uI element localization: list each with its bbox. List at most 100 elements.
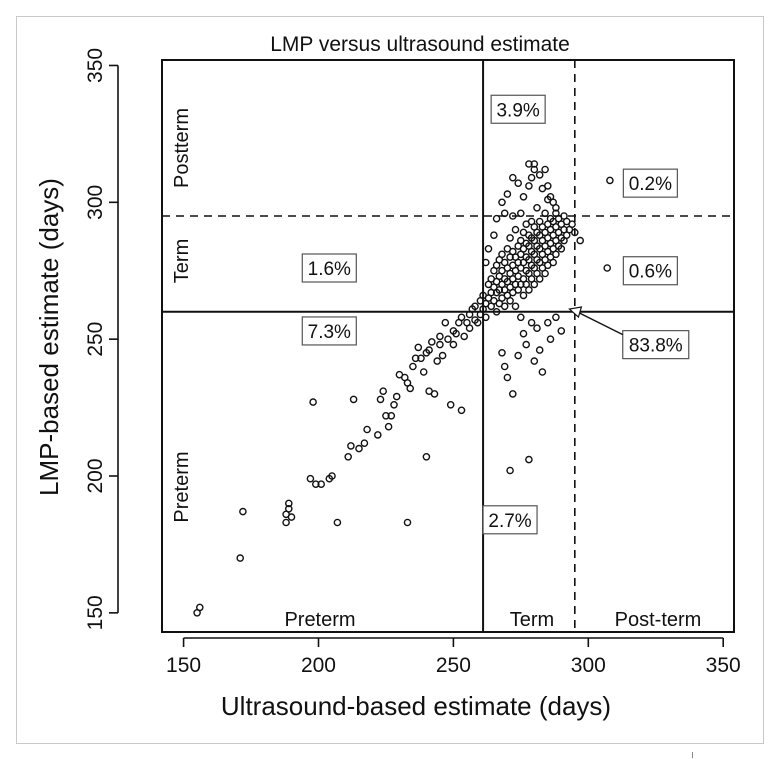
- data-point: [500, 362, 509, 371]
- data-point: [508, 173, 517, 182]
- percent-box: [301, 253, 357, 283]
- data-point: [576, 236, 585, 245]
- x-tick-label: 350: [706, 654, 741, 677]
- data-point: [519, 291, 528, 300]
- data-point: [460, 332, 469, 341]
- data-point: [498, 250, 506, 259]
- data-point: [390, 400, 398, 409]
- data-point: [449, 340, 458, 349]
- data-point: [311, 480, 320, 489]
- data-point: [519, 329, 528, 338]
- data-point: [552, 313, 560, 322]
- data-point: [508, 390, 517, 398]
- data-point: [284, 504, 293, 513]
- data-point: [436, 332, 444, 341]
- data-point: [425, 346, 433, 354]
- data-point: [500, 302, 509, 311]
- data-point: [557, 327, 566, 335]
- data-point: [484, 244, 493, 253]
- data-point: [403, 518, 412, 527]
- data-point: [525, 286, 533, 294]
- data-point: [471, 302, 479, 311]
- y-region-label-term: Term: [171, 239, 193, 283]
- data-point: [363, 425, 371, 434]
- data-point: [236, 554, 244, 562]
- data-point: [519, 192, 528, 201]
- data-point: [490, 231, 498, 239]
- data-point: [506, 234, 514, 242]
- data-point: [541, 165, 549, 174]
- data-point: [525, 160, 533, 168]
- data-point: [517, 209, 525, 218]
- percent-label: 2.7%: [488, 511, 531, 532]
- percent-boxes: 3.9% 0.2% 1.6% 0.6% 7.3% 83.8% 2.7%: [301, 94, 690, 535]
- data-point: [498, 348, 506, 357]
- data-point: [427, 338, 436, 346]
- data-point: [527, 173, 536, 182]
- data-point: [546, 335, 555, 344]
- data-point: [306, 474, 315, 483]
- data-point: [603, 264, 612, 272]
- data-point: [527, 318, 536, 327]
- data-point: [317, 480, 326, 489]
- data-point: [384, 422, 393, 431]
- percent-box: [622, 256, 678, 286]
- y-tick-label: 150: [84, 595, 107, 630]
- x-region-label-term: Term: [510, 609, 554, 631]
- data-point: [535, 171, 544, 179]
- percent-label: 3.9%: [496, 100, 539, 121]
- data-point: [538, 368, 547, 376]
- data-point: [514, 179, 523, 187]
- percent-label: 0.6%: [629, 262, 672, 283]
- data-point: [473, 318, 482, 327]
- data-point: [347, 442, 355, 450]
- data-point: [195, 603, 204, 612]
- data-point: [373, 431, 382, 439]
- threshold-lines: [162, 60, 734, 632]
- x-tick-label: 250: [436, 654, 471, 677]
- data-point: [544, 318, 552, 327]
- data-point: [465, 324, 474, 333]
- data-point: [422, 452, 431, 461]
- data-point: [533, 324, 541, 333]
- data-point: [414, 343, 423, 352]
- data-point: [530, 165, 539, 174]
- data-point: [376, 395, 385, 404]
- data-point: [328, 472, 336, 480]
- data-point: [355, 444, 363, 453]
- y-region-label-preterm: Preterm: [171, 451, 193, 522]
- data-point: [284, 499, 293, 508]
- percent-box: [490, 94, 546, 124]
- data-point: [430, 390, 439, 398]
- data-point: [436, 340, 444, 349]
- data-point: [419, 368, 428, 376]
- data-point: [387, 411, 396, 420]
- arrow-head: [568, 306, 583, 319]
- y-tick-label: 200: [84, 458, 107, 493]
- data-point: [392, 392, 401, 401]
- data-point: [535, 346, 544, 354]
- data-point: [511, 302, 520, 311]
- data-point: [522, 340, 531, 349]
- data-point: [438, 351, 447, 360]
- data-point: [411, 354, 420, 363]
- y-tick-label: 300: [84, 185, 107, 220]
- data-point: [349, 395, 358, 404]
- data-point: [541, 269, 549, 278]
- data-point: [568, 220, 576, 228]
- data-point: [517, 313, 525, 322]
- data-point: [457, 313, 466, 322]
- data-point: [417, 354, 425, 363]
- y-axis-label: LMP-based estimate (days): [34, 178, 64, 496]
- chart-title: LMP versus ultrasound estimate: [270, 33, 570, 56]
- data-point: [511, 225, 520, 234]
- data-point: [333, 518, 342, 527]
- data-point: [525, 455, 533, 464]
- data-point: [239, 507, 247, 516]
- data-point: [514, 351, 523, 360]
- x-region-label-preterm: Preterm: [284, 609, 355, 631]
- data-point: [557, 244, 566, 253]
- data-point: [530, 280, 539, 289]
- data-point: [382, 411, 390, 420]
